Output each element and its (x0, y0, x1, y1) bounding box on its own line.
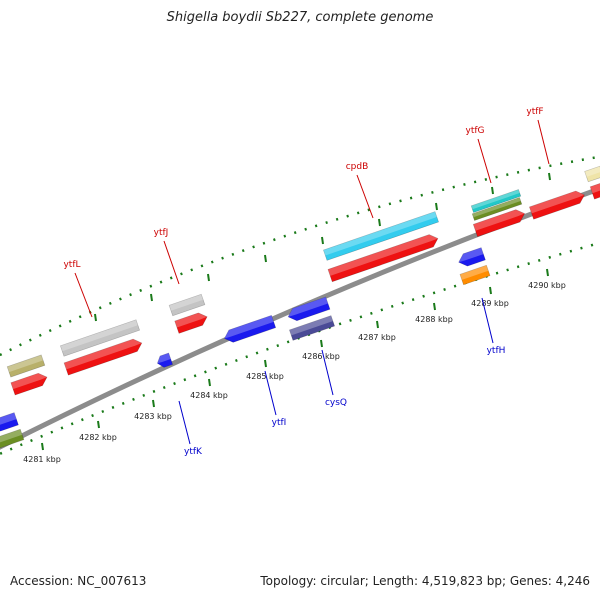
cds-forward-ytfF (529, 190, 585, 220)
leader-line (178, 400, 191, 445)
gene-label-ytfF: ytfF (526, 107, 543, 117)
gene-label-ytfI: ytfI (272, 418, 287, 428)
cds-forward (589, 182, 600, 200)
cds-reverse-ytfH-sheen (458, 247, 484, 263)
feature-orange-block (459, 264, 491, 286)
cds-forward-ytfG (472, 209, 526, 237)
feature-beige-block (584, 165, 600, 183)
gene-label-cpdB: cpdB (346, 162, 369, 172)
leader-line (74, 272, 93, 318)
kbp-label: 4287 kbp (358, 333, 396, 342)
cds-reverse-ytfK-sheen (157, 353, 171, 364)
feature-olive-block-sheen (7, 354, 44, 373)
feature-gray-block-sheen (60, 319, 138, 352)
cds-forward-ytfG-sheen (473, 209, 525, 231)
gene-label-ytfL: ytfL (63, 260, 80, 270)
feature-teal-block-sheen (471, 189, 520, 210)
cds-reverse-ytfI (223, 315, 277, 343)
cds-forward-sheen (10, 373, 48, 390)
feature-teal-block (470, 189, 522, 213)
major-tick (321, 236, 324, 245)
cds-forward-ytfL (63, 338, 143, 376)
leader-line (537, 119, 550, 165)
major-tick (378, 218, 381, 227)
cds-forward-ytfJ-sheen (174, 312, 208, 328)
cds-forward (10, 372, 48, 396)
major-tick (548, 172, 551, 181)
feature-olive-block (471, 197, 523, 221)
leader-line (481, 297, 494, 344)
leader-line (264, 370, 277, 416)
cds-forward-cpdB-sheen (327, 234, 438, 276)
feature-cyan-block-sheen (323, 211, 437, 256)
gene-label-ytfJ: ytfJ (154, 228, 169, 238)
feature-gray-block-sheen (169, 294, 204, 311)
outer-tick-track (0, 155, 600, 357)
major-tick (489, 286, 492, 295)
kbp-label: 4282 kbp (79, 433, 117, 442)
cds-reverse-ytfI-sheen (224, 315, 274, 339)
kbp-label: 4286 kbp (302, 352, 340, 361)
gene-label-ytfK: ytfK (184, 447, 203, 457)
major-tick (264, 359, 267, 368)
major-tick (152, 399, 155, 408)
feature-cyan-block (323, 211, 439, 261)
genome-stats-text: Topology: circular; Length: 4,519,823 bp… (260, 574, 590, 588)
feature-orange-block-sheen (459, 265, 489, 280)
kbp-label: 4288 kbp (415, 315, 453, 324)
feature-gray-block (60, 319, 140, 357)
cds-forward-ytfJ (174, 312, 208, 334)
leader-line (321, 349, 334, 396)
kbp-label: 4285 kbp (246, 372, 284, 381)
major-tick (435, 202, 438, 211)
feature-olive-block-sheen (0, 429, 23, 446)
major-tick (41, 442, 44, 451)
map-title: Shigella boydii Sb227, complete genome (166, 10, 434, 25)
cds-reverse-ytfK (157, 352, 173, 368)
major-tick (150, 293, 153, 302)
inner-tick-track (0, 241, 600, 456)
feature-olive-block (0, 428, 25, 452)
major-tick (264, 254, 267, 263)
feature-gray-block (168, 293, 206, 317)
cds-forward-ytfF-sheen (529, 191, 585, 214)
cds-forward-ytfL-sheen (64, 339, 142, 370)
cds-reverse-cysQ-sheen (288, 297, 328, 317)
kbp-label: 4281 kbp (23, 455, 61, 464)
major-tick (546, 268, 549, 277)
major-tick (97, 420, 100, 429)
kbp-label: 4290 kbp (528, 281, 566, 290)
cds-reverse-cysQ (287, 296, 331, 322)
major-tick (491, 186, 494, 195)
feature-navy-block-sheen (289, 315, 333, 336)
major-tick (320, 339, 323, 348)
major-tick (433, 302, 436, 311)
gene-label-cysQ: cysQ (325, 398, 347, 408)
leader-line (477, 138, 492, 184)
kbp-label: 4284 kbp (190, 391, 228, 400)
gene-label-ytfG: ytfG (466, 126, 485, 136)
major-tick (207, 273, 210, 282)
kbp-label: 4283 kbp (134, 412, 172, 421)
cds-reverse-ytfH (458, 247, 486, 267)
feature-olive-block (6, 354, 46, 378)
cds-reverse (0, 412, 19, 432)
major-tick (376, 320, 379, 329)
gene-label-ytfH: ytfH (487, 346, 506, 356)
cds-forward-cpdB (327, 234, 439, 283)
major-tick (94, 313, 97, 322)
major-tick (208, 378, 211, 387)
feature-navy-block (289, 315, 335, 341)
accession-text: Accession: NC_007613 (10, 574, 147, 588)
feature-beige-block-sheen (584, 166, 600, 177)
feature-olive-block-sheen (472, 197, 521, 218)
kbp-label: 4289 kbp (471, 299, 509, 308)
cds-reverse-sheen (0, 412, 17, 428)
leader-line (163, 240, 180, 285)
cds-forward-sheen (590, 182, 600, 194)
leader-line (356, 174, 374, 219)
